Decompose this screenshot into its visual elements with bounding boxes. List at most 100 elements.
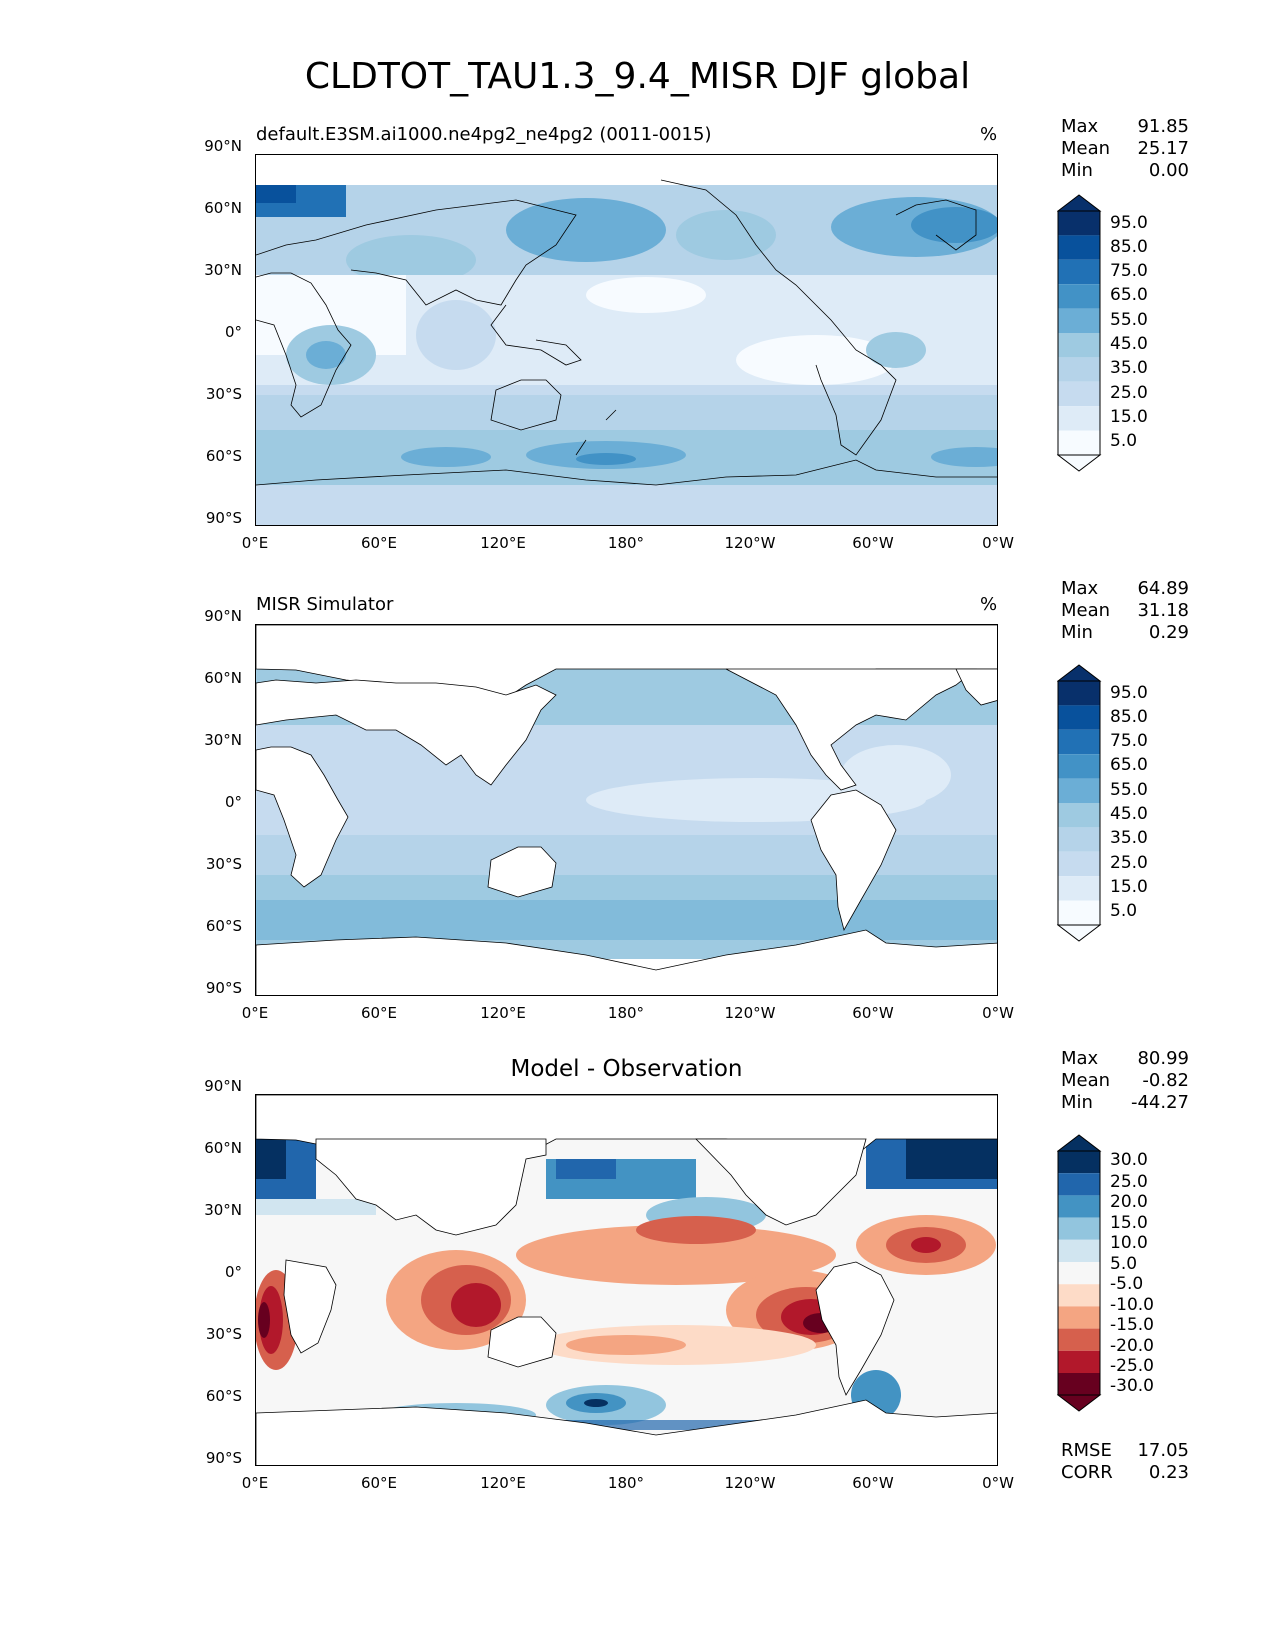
obs-units: % [980, 594, 998, 615]
model-field [256, 155, 997, 525]
y-label: 60°S [205, 1387, 242, 1405]
y-label: 30°S [205, 855, 242, 873]
colorbar-label: 25.0 [1110, 1172, 1148, 1192]
y-label: 30°S [205, 1325, 242, 1343]
diff-map[interactable] [255, 1094, 998, 1466]
model-stats: Max 91.85 Mean 25.17 Min 0.00 [1061, 116, 1189, 182]
stat-max: 91.85 [1137, 116, 1189, 137]
x-label: 120°E [480, 1004, 526, 1022]
x-label: 60°E [360, 1474, 398, 1492]
colorbar-label: 5.0 [1110, 431, 1138, 451]
y-label: 30°N [204, 261, 242, 279]
x-label: 60°E [360, 1004, 398, 1022]
diff-metrics: RMSE 17.05 CORR 0.23 [1061, 1440, 1189, 1484]
y-label: 60°S [205, 447, 242, 465]
obs-map[interactable] [255, 624, 998, 996]
colorbar-label: -30.0 [1110, 1376, 1154, 1396]
obs-stats: Max 64.89 Mean 31.18 Min 0.29 [1061, 578, 1189, 644]
x-label: 120°E [480, 1474, 526, 1492]
metric-label: RMSE [1061, 1440, 1112, 1461]
obs-colorbar [1057, 664, 1102, 942]
y-label: 90°N [204, 1077, 242, 1095]
y-label: 60°N [204, 1139, 242, 1157]
stat-mean: 31.18 [1137, 600, 1189, 621]
diff-stats: Max 80.99 Mean -0.82 Min -44.27 [1061, 1048, 1189, 1114]
stat-label: Min [1061, 160, 1093, 181]
obs-field [256, 625, 997, 995]
x-label: 0°W [982, 1474, 1014, 1492]
colorbar-label: 5.0 [1110, 1254, 1138, 1274]
y-label: 90°S [205, 979, 242, 997]
x-label: 120°E [480, 534, 526, 552]
x-label: 60°W [852, 534, 894, 552]
y-label: 90°S [205, 509, 242, 527]
x-label: 180° [607, 1004, 645, 1022]
diff-panel: Model - Observation [0, 1048, 1275, 1492]
colorbar-label: 55.0 [1110, 310, 1148, 330]
colorbar-label: 10.0 [1110, 1233, 1148, 1253]
colorbar-label: 15.0 [1110, 407, 1148, 427]
y-label: 30°N [204, 731, 242, 749]
colorbar-label: 25.0 [1110, 383, 1148, 403]
colorbar-label: 75.0 [1110, 261, 1148, 281]
model-map[interactable] [255, 154, 998, 526]
stat-max: 64.89 [1137, 578, 1189, 599]
x-label: 120°W [724, 1474, 776, 1492]
metric-rmse: 17.05 [1137, 1440, 1189, 1461]
diff-colorbar [1057, 1134, 1102, 1412]
colorbar-label: -20.0 [1110, 1336, 1154, 1356]
colorbar-label: 15.0 [1110, 1213, 1148, 1233]
stat-label: Max [1061, 116, 1099, 137]
colorbar-label: 85.0 [1110, 707, 1148, 727]
stat-mean: 25.17 [1137, 138, 1189, 159]
x-label: 180° [607, 1474, 645, 1492]
figure-title: CLDTOT_TAU1.3_9.4_MISR DJF global [304, 56, 971, 97]
colorbar-label: 30.0 [1110, 1150, 1148, 1170]
model-units: % [980, 124, 998, 145]
colorbar-label: 45.0 [1110, 334, 1148, 354]
colorbar-label: 95.0 [1110, 213, 1148, 233]
model-colorbar [1057, 194, 1102, 472]
colorbar-label: 65.0 [1110, 755, 1148, 775]
x-label: 60°E [360, 534, 398, 552]
stat-min: 0.29 [1148, 622, 1189, 643]
y-label: 60°S [205, 917, 242, 935]
colorbar-label: -10.0 [1110, 1295, 1154, 1315]
colorbar-label: 5.0 [1110, 901, 1138, 921]
colorbar-label: -25.0 [1110, 1356, 1154, 1376]
stat-label: Min [1061, 622, 1093, 643]
stat-label: Min [1061, 1092, 1093, 1113]
stat-max: 80.99 [1137, 1048, 1189, 1069]
y-label: 0° [224, 1263, 242, 1281]
diff-panel-title: Model - Observation [510, 1056, 743, 1082]
x-label: 120°W [724, 534, 776, 552]
colorbar-label: 35.0 [1110, 358, 1148, 378]
model-panel-title: default.E3SM.ai1000.ne4pg2_ne4pg2 (0011-… [256, 124, 712, 145]
colorbar-label: 15.0 [1110, 877, 1148, 897]
y-label: 30°S [205, 385, 242, 403]
x-label: 180° [607, 534, 645, 552]
y-label: 90°N [204, 607, 242, 625]
y-label: 90°S [205, 1449, 242, 1467]
x-label: 0°E [241, 1474, 269, 1492]
colorbar-label: -5.0 [1110, 1274, 1144, 1294]
y-label: 0° [224, 793, 242, 811]
x-label: 60°W [852, 1004, 894, 1022]
x-label: 0°W [982, 1004, 1014, 1022]
y-label: 90°N [204, 137, 242, 155]
colorbar-label: 20.0 [1110, 1192, 1148, 1212]
colorbar-label: 45.0 [1110, 804, 1148, 824]
stat-label: Mean [1061, 138, 1111, 159]
x-label: 0°E [241, 534, 269, 552]
colorbar-label: 55.0 [1110, 780, 1148, 800]
colorbar-label: -15.0 [1110, 1315, 1154, 1335]
x-label: 0°E [241, 1004, 269, 1022]
stat-label: Max [1061, 1048, 1099, 1069]
stat-label: Mean [1061, 1070, 1111, 1091]
y-label: 30°N [204, 1201, 242, 1219]
stat-min: 0.00 [1148, 160, 1189, 181]
diff-field [256, 1095, 997, 1465]
stat-label: Mean [1061, 600, 1111, 621]
colorbar-label: 35.0 [1110, 828, 1148, 848]
colorbar-label: 75.0 [1110, 731, 1148, 751]
